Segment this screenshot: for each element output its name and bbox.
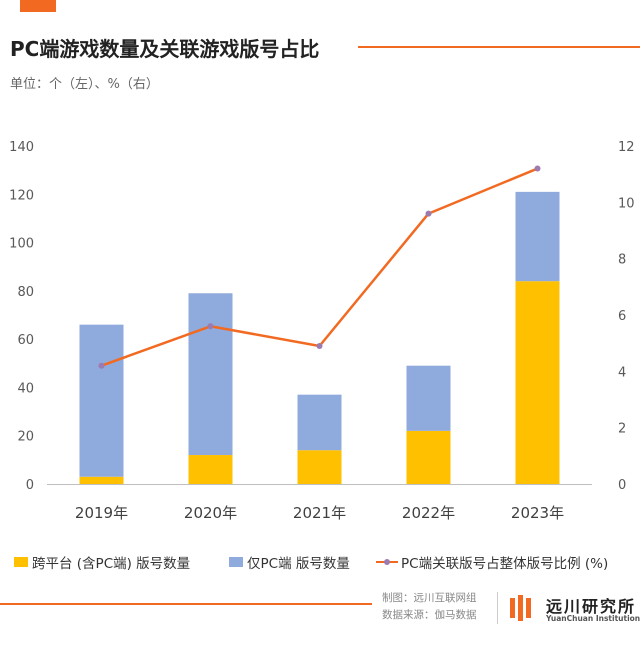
y-left-tick-label: 100 xyxy=(9,237,34,252)
legend-label-ratio: PC端关联版号占整体版号比例 (%) xyxy=(401,556,609,572)
top-accent-bar xyxy=(20,0,56,12)
legend-item-cross-platform: 跨平台 (含PC端) 版号数量 xyxy=(14,552,190,572)
bar-cross-platform xyxy=(188,455,233,484)
legend-swatch-line xyxy=(376,557,398,567)
ratio-point xyxy=(207,323,214,330)
footer-source: 数据来源：伽马数据 xyxy=(382,609,477,621)
bar-pc-only xyxy=(79,324,124,477)
ratio-point xyxy=(98,362,105,369)
ratio-point xyxy=(534,165,541,172)
y-left-tick-label: 80 xyxy=(17,285,34,300)
y-right-tick-label: 0 xyxy=(618,478,626,493)
footer-divider xyxy=(497,592,498,624)
stacked-bar-line-chart: 0 20 40 60 80 100 120 140 0 2 4 6 8 10 12 2019年 2020年 202… xyxy=(9,140,635,522)
bar-pc-only xyxy=(515,191,560,282)
bar-cross-platform xyxy=(515,281,560,484)
legend-swatch-yellow xyxy=(14,557,28,567)
legend-item-ratio: PC端关联版号占整体版号比例 (%) xyxy=(376,552,608,572)
y-right-tick-label: 6 xyxy=(618,309,626,324)
x-category-label: 2021年 xyxy=(293,504,346,522)
bar-pc-only xyxy=(406,365,451,431)
yuanchuan-logo-icon xyxy=(510,595,531,621)
bar-pc-only xyxy=(188,293,233,456)
bar-cross-platform xyxy=(79,476,124,484)
x-category-label: 2020年 xyxy=(184,504,237,522)
y-left-tick-label: 140 xyxy=(9,140,34,155)
footer-rule xyxy=(0,603,372,605)
legend-label-pc-only: 仅PC端 版号数量 xyxy=(247,556,350,572)
chart-legend: 跨平台 (含PC端) 版号数量 仅PC端 版号数量 PC端关联版号占整体版号比例… xyxy=(14,552,640,572)
ratio-line xyxy=(101,167,538,367)
y-right-tick-label: 8 xyxy=(618,253,626,268)
legend-swatch-blue xyxy=(229,557,243,567)
y-right-tick-label: 12 xyxy=(618,140,635,155)
y-left-tick-label: 20 xyxy=(17,430,34,445)
chart-unit-note: 单位：个（左）、%（右） xyxy=(10,77,159,92)
footer-maker: 制图：远川互联网组 xyxy=(382,592,477,604)
ratio-point xyxy=(425,210,432,217)
ratio-point xyxy=(316,342,323,349)
bar-cross-platform xyxy=(406,430,451,484)
footer-credits: 制图：远川互联网组 数据来源：伽马数据 xyxy=(382,590,477,624)
logo-text-en: YuanChuan Institution xyxy=(546,614,640,623)
bar-cross-platform xyxy=(297,450,342,484)
chart-title: PC端游戏数量及关联游戏版号占比 xyxy=(10,37,320,61)
legend-label-cross-platform: 跨平台 (含PC端) 版号数量 xyxy=(32,556,191,572)
x-category-label: 2022年 xyxy=(402,504,455,522)
y-right-tick-label: 2 xyxy=(618,422,626,437)
y-left-tick-label: 120 xyxy=(9,188,34,203)
legend-item-pc-only: 仅PC端 版号数量 xyxy=(229,552,350,572)
y-right-tick-label: 4 xyxy=(618,365,626,380)
y-right-tick-label: 10 xyxy=(618,196,635,211)
title-underline xyxy=(358,46,640,48)
y-left-tick-label: 60 xyxy=(17,333,34,348)
x-category-label: 2023年 xyxy=(511,504,564,522)
y-left-tick-label: 0 xyxy=(26,478,34,493)
bar-pc-only xyxy=(297,394,342,451)
x-category-label: 2019年 xyxy=(75,504,128,522)
y-left-tick-label: 40 xyxy=(17,381,34,396)
logo-text-cn: 远川研究所 xyxy=(546,597,637,616)
